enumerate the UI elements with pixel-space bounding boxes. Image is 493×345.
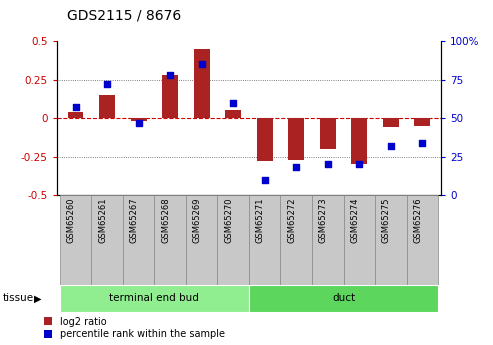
Point	[229, 100, 237, 106]
Bar	[131, 118, 146, 121]
Point	[419, 140, 426, 146]
Text: GSM65276: GSM65276	[413, 198, 423, 243]
Text: duct: duct	[332, 294, 355, 303]
Text: GSM65275: GSM65275	[382, 198, 391, 243]
Text: GSM65272: GSM65272	[287, 198, 296, 243]
Bar	[352, 118, 367, 164]
Bar	[194, 49, 210, 118]
Bar	[407, 195, 438, 285]
Text: GSM65271: GSM65271	[256, 198, 265, 243]
Text: GSM65261: GSM65261	[98, 198, 107, 243]
Text: tissue: tissue	[2, 294, 34, 303]
Bar	[249, 195, 281, 285]
Bar	[257, 118, 273, 161]
Point	[387, 143, 395, 149]
Text: GSM65270: GSM65270	[224, 198, 233, 243]
Bar	[60, 195, 91, 285]
Bar	[383, 118, 399, 127]
Point	[135, 120, 142, 126]
Text: GSM65260: GSM65260	[67, 198, 75, 243]
Point	[198, 62, 206, 67]
Legend: log2 ratio, percentile rank within the sample: log2 ratio, percentile rank within the s…	[44, 316, 225, 339]
Point	[103, 82, 111, 87]
Bar	[91, 195, 123, 285]
Bar	[249, 285, 438, 312]
Bar	[162, 75, 178, 118]
Point	[166, 72, 174, 78]
Bar	[225, 110, 241, 118]
Bar	[60, 285, 249, 312]
Point	[355, 161, 363, 167]
Bar	[68, 112, 83, 118]
Text: GSM65268: GSM65268	[161, 198, 170, 243]
Bar	[281, 195, 312, 285]
Bar	[375, 195, 407, 285]
Point	[292, 165, 300, 170]
Bar	[320, 118, 336, 149]
Bar	[186, 195, 217, 285]
Point	[261, 177, 269, 183]
Text: GSM65273: GSM65273	[319, 198, 328, 243]
Bar	[217, 195, 249, 285]
Bar	[154, 195, 186, 285]
Bar	[312, 195, 344, 285]
Bar	[99, 95, 115, 118]
Text: GDS2115 / 8676: GDS2115 / 8676	[67, 8, 181, 22]
Bar	[344, 195, 375, 285]
Bar	[123, 195, 154, 285]
Bar	[415, 118, 430, 126]
Text: terminal end bud: terminal end bud	[109, 294, 199, 303]
Point	[71, 105, 79, 110]
Bar	[288, 118, 304, 160]
Point	[324, 161, 332, 167]
Text: GSM65269: GSM65269	[193, 198, 202, 243]
Text: ▶: ▶	[34, 294, 41, 303]
Text: GSM65274: GSM65274	[351, 198, 359, 243]
Text: GSM65267: GSM65267	[130, 198, 139, 243]
